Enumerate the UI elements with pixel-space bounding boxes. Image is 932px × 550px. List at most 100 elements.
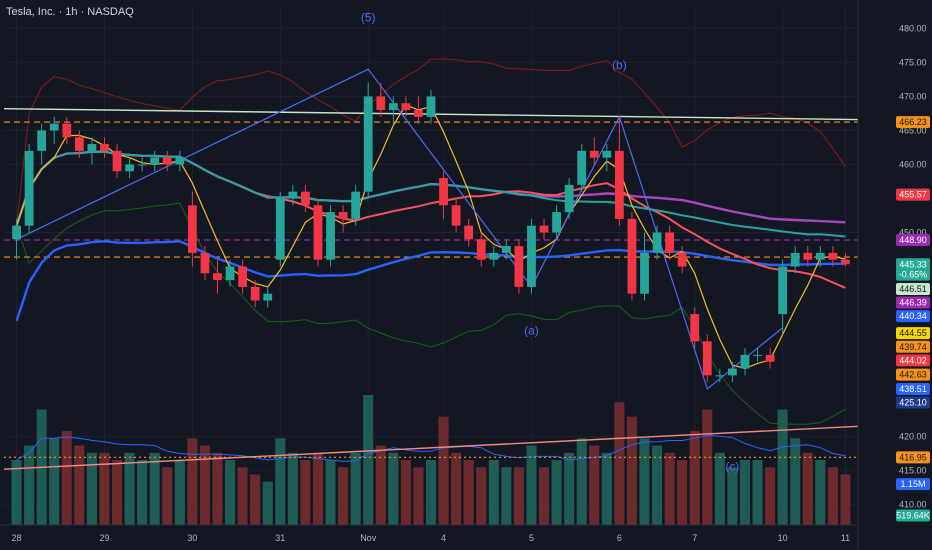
candle-body: [677, 252, 687, 267]
wave-label: (c): [725, 460, 739, 474]
price-badge: [896, 188, 930, 201]
candle-body: [828, 252, 838, 260]
x-tick-label: 29: [99, 533, 109, 543]
price-badge: [896, 296, 930, 309]
volume-bar: [237, 467, 248, 525]
candle-body: [640, 252, 649, 294]
y-tick-label: 475.00: [899, 57, 927, 67]
candle-body: [376, 96, 386, 111]
candle-body: [137, 164, 147, 166]
volume-bar: [476, 467, 487, 525]
price-badge-label: 416.95: [899, 452, 927, 462]
candle-body: [351, 191, 361, 219]
candle-body: [527, 225, 536, 287]
volume-bar: [149, 452, 160, 525]
x-tick-label: 31: [275, 533, 285, 543]
price-badge: [896, 116, 930, 129]
candle-body: [451, 205, 461, 226]
volume-bar: [752, 460, 763, 525]
volume-bar: [250, 474, 261, 525]
volume-bar: [626, 416, 637, 525]
volume-bar: [714, 452, 725, 525]
volume-bar: [513, 467, 524, 525]
candle-body: [464, 225, 474, 240]
price-badge: [896, 368, 930, 381]
candle-body: [388, 103, 398, 111]
volume-bar: [225, 460, 236, 525]
volume-bar: [199, 445, 210, 525]
y-tick-label: 415.00: [899, 466, 927, 476]
candle-body: [175, 157, 185, 165]
y-tick-label: 465.00: [899, 125, 927, 135]
price-badge-label: 446.51: [899, 284, 927, 294]
candle-body: [187, 205, 197, 253]
candle-body: [627, 218, 637, 294]
candle-body: [790, 252, 800, 267]
y-tick-label: 450.00: [899, 227, 927, 237]
candle-body: [37, 130, 47, 151]
volume-bar: [49, 438, 60, 525]
candle-body: [426, 96, 436, 117]
candle-body: [74, 137, 84, 151]
volume-bar: [815, 460, 826, 525]
volume-bar: [652, 445, 663, 525]
volume-bar: [112, 460, 123, 525]
candle-body: [602, 150, 612, 158]
sma-200-line: [15, 239, 846, 322]
volume-bar: [325, 460, 336, 525]
wave-label: (b): [612, 58, 627, 72]
price-badge-label: 438.51: [899, 384, 927, 394]
volume-bar: [551, 460, 562, 525]
candle-body: [652, 232, 662, 253]
candle-body: [238, 266, 248, 287]
price-badge-label: 466.23: [899, 117, 927, 127]
volume-bar: [375, 445, 386, 525]
price-badge: [896, 451, 930, 464]
volume-bar: [11, 460, 22, 525]
volume-bar: [287, 452, 298, 525]
x-tick-label: 28: [12, 533, 22, 543]
volume-bar: [677, 460, 688, 525]
volume-bar: [275, 438, 286, 525]
x-tick-label: 7: [692, 533, 697, 543]
price-badge-label: 455.57: [899, 190, 927, 200]
price-badge: [896, 396, 930, 409]
candle-body: [12, 225, 21, 240]
candle-body: [414, 110, 423, 117]
candle-body: [514, 246, 524, 287]
candle-body: [728, 368, 737, 376]
volume-bar: [576, 438, 587, 525]
price-badge-label: 440.34: [899, 311, 927, 321]
candle-body: [87, 144, 97, 151]
candle-body: [665, 232, 675, 253]
volume-bar: [526, 445, 537, 525]
volume-bar: [262, 481, 273, 525]
volume-bar: [300, 460, 311, 525]
volume-bar: [564, 452, 575, 525]
volume-bar: [790, 438, 801, 525]
candle-body: [740, 354, 750, 369]
candle-body: [501, 246, 511, 253]
volume-bar: [689, 431, 700, 525]
candle-body: [401, 103, 411, 111]
candle-body: [62, 123, 72, 138]
volume-bar: [802, 452, 813, 525]
volume-bar: [24, 445, 35, 525]
price-badge-label: 446.39: [899, 298, 927, 308]
candle-body: [100, 144, 109, 151]
volume-bar: [338, 467, 349, 525]
candle-body: [338, 212, 348, 219]
candle-body: [476, 239, 486, 260]
volume-bar: [99, 452, 110, 525]
volume-bar: [614, 402, 625, 525]
x-tick-label: 10: [778, 533, 788, 543]
volume-bar: [664, 452, 675, 525]
volume-bar: [840, 474, 851, 525]
x-tick-label: Nov: [360, 533, 377, 543]
volume-bar: [413, 467, 424, 525]
price-badge: [896, 310, 930, 323]
candle-body: [125, 164, 134, 172]
price-badge: [896, 233, 930, 246]
price-badge-label: 439.74: [899, 342, 927, 352]
